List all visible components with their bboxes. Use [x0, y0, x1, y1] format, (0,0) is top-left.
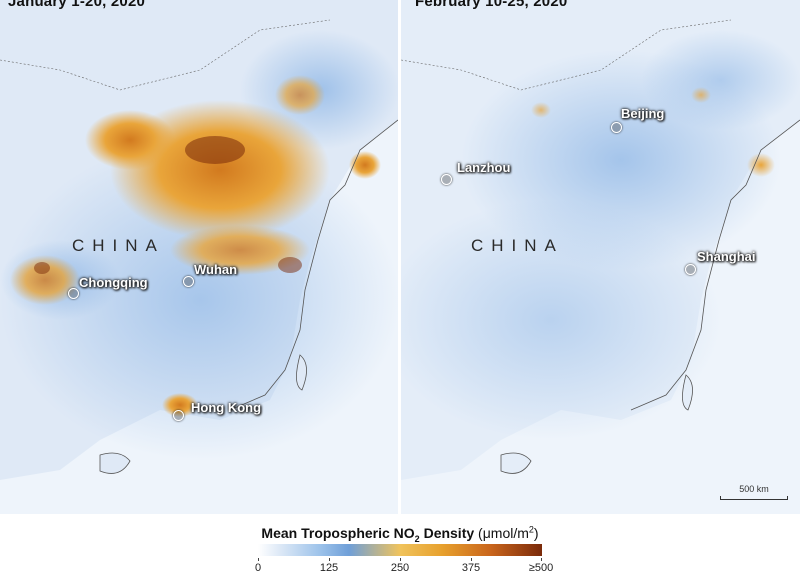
legend-tick-label: ≥500 [528, 562, 554, 574]
city-label-chongqing: Chongqing [79, 275, 148, 290]
scale-bar: 500 km [720, 484, 788, 500]
city-label-beijing: Beijing [621, 106, 665, 121]
city-marker [183, 276, 194, 287]
legend-tick-label: 0 [254, 562, 262, 574]
city-label-lanzhou: Lanzhou [457, 160, 511, 175]
map-panel-after: February 10-25, 2020 CHINA Lanzhou Beiji… [401, 0, 800, 514]
legend-tick [400, 558, 401, 561]
city-marker [173, 410, 184, 421]
legend-tick [541, 558, 542, 561]
city-label-hong-kong: Hong Kong [191, 400, 262, 415]
legend-tick [471, 558, 472, 561]
map-panel-before: January 1-20, 2020 CHINA Chongqing Wuhan… [0, 0, 398, 514]
legend-title-subscript: 2 [414, 533, 420, 544]
city-marker [441, 174, 452, 185]
legend-unit: (μmol/m2) [478, 524, 539, 541]
city-marker [611, 122, 622, 133]
city-marker [68, 288, 79, 299]
city-label-wuhan: Wuhan [194, 262, 238, 277]
legend-tick [258, 558, 259, 561]
country-label: CHINA [471, 236, 564, 255]
legend-title: Mean Tropospheric NO2 Density (μmol/m2) [0, 524, 800, 543]
country-label: CHINA [72, 236, 165, 255]
city-marker [685, 264, 696, 275]
legend-tick-label: 125 [319, 562, 339, 574]
panel-divider [398, 0, 401, 514]
no2-map-before [0, 0, 398, 514]
legend-color-bar [258, 544, 542, 556]
color-legend: Mean Tropospheric NO2 Density (μmol/m2) … [0, 514, 800, 574]
no2-map-after [401, 0, 800, 514]
city-label-shanghai: Shanghai [697, 249, 756, 264]
legend-tick-label: 375 [461, 562, 481, 574]
legend-title-text: Mean Tropospheric NO [261, 524, 415, 541]
legend-title-suffix: Density [419, 524, 475, 541]
legend-tick [329, 558, 330, 561]
panel-date-label: February 10-25, 2020 [415, 0, 568, 10]
legend-tick-label: 250 [390, 562, 410, 574]
scale-bar-line [720, 496, 788, 500]
panel-date-label: January 1-20, 2020 [8, 0, 146, 10]
scale-bar-label: 500 km [739, 484, 769, 494]
